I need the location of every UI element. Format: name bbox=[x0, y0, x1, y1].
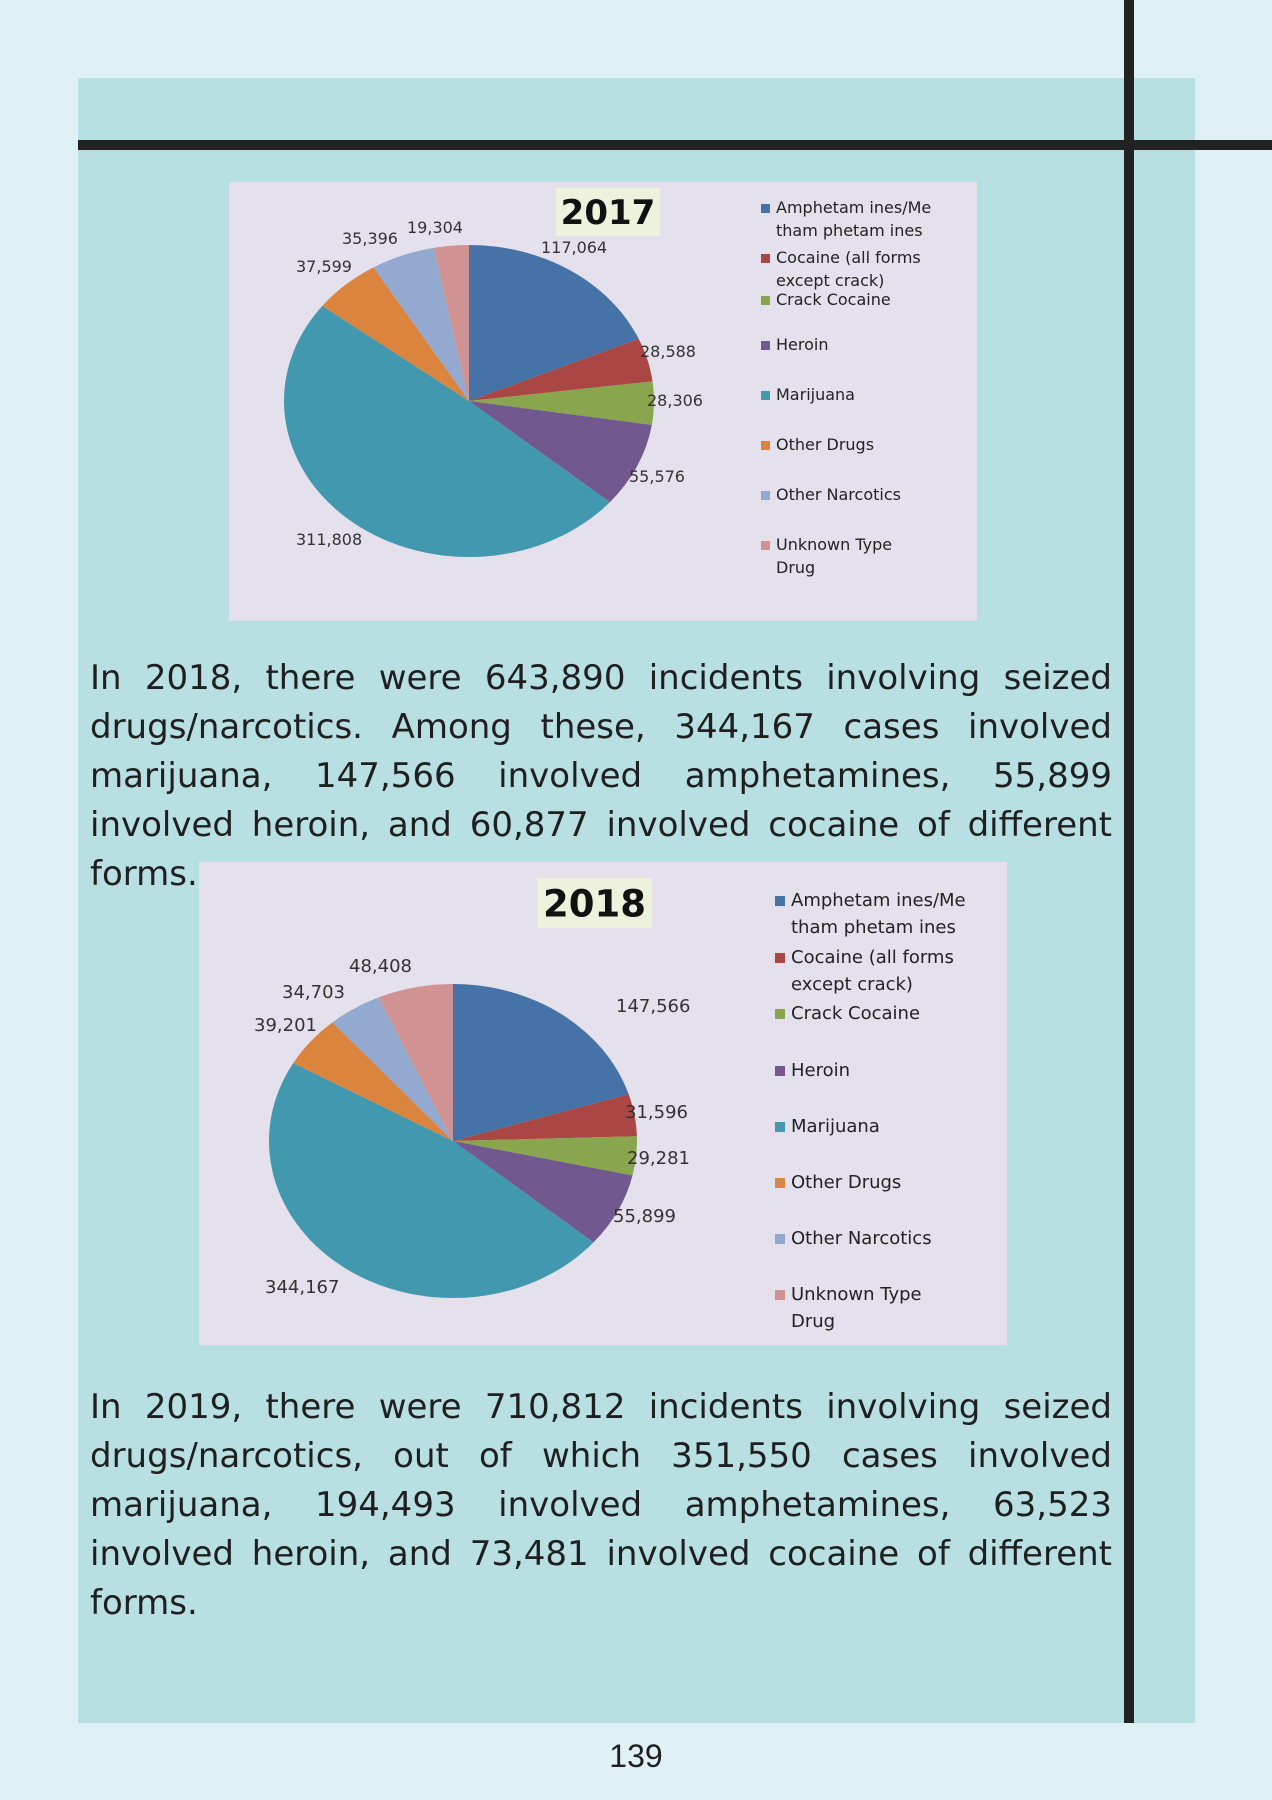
legend-label: Drug bbox=[776, 558, 815, 577]
data-label: 147,566 bbox=[616, 996, 690, 1017]
pie-slice bbox=[373, 247, 469, 401]
pie-slice bbox=[378, 984, 453, 1141]
legend-swatch bbox=[761, 204, 770, 213]
legend-swatch bbox=[761, 391, 770, 400]
legend-swatch bbox=[761, 254, 770, 263]
legend-label: Crack Cocaine bbox=[776, 290, 891, 309]
legend-label: Unknown Type bbox=[776, 535, 892, 554]
pie-slice bbox=[268, 1063, 594, 1299]
legend-swatch bbox=[761, 296, 770, 305]
pie-slice bbox=[293, 1022, 453, 1141]
legend-label: Amphetam ines/Me bbox=[791, 890, 966, 911]
legend-swatch bbox=[775, 1066, 785, 1076]
data-label: 31,596 bbox=[625, 1102, 688, 1123]
legend-label: Marijuana bbox=[791, 1116, 880, 1137]
data-label: 55,576 bbox=[629, 467, 685, 486]
pie-slice bbox=[332, 997, 453, 1141]
legend-label: Heroin bbox=[791, 1060, 850, 1081]
data-label: 19,304 bbox=[407, 218, 463, 237]
pie-slice bbox=[453, 1136, 637, 1176]
data-label: 28,588 bbox=[640, 342, 696, 361]
pie-slice bbox=[322, 267, 469, 401]
legend-swatch bbox=[775, 953, 785, 963]
paragraph-2019: In 2019, there were 710,812 incidents in… bbox=[90, 1387, 1112, 1623]
pie-slice bbox=[469, 245, 639, 401]
legend-label: Cocaine (all forms bbox=[776, 248, 921, 267]
legend-swatch bbox=[775, 1122, 785, 1132]
legend-label: Cocaine (all forms bbox=[791, 947, 954, 968]
chart-title-box bbox=[537, 878, 652, 928]
legend-swatch bbox=[775, 1178, 785, 1188]
pie-slice bbox=[453, 1141, 633, 1243]
legend-label: Marijuana bbox=[776, 385, 855, 404]
chart-title: 2018 bbox=[543, 882, 646, 925]
legend-label: Other Narcotics bbox=[776, 485, 901, 504]
data-label: 39,201 bbox=[254, 1015, 317, 1036]
pie-chart-2017-svg: 2017 117,064 28,588 28,306 55,576 311,808 37,5… bbox=[284, 188, 931, 577]
legend-label: Amphetam ines/Me bbox=[776, 198, 931, 217]
data-label: 34,703 bbox=[282, 982, 345, 1003]
legend-label: Drug bbox=[791, 1311, 835, 1332]
legend-swatch bbox=[761, 341, 770, 350]
data-label: 117,064 bbox=[541, 238, 607, 257]
pie-slice bbox=[469, 401, 652, 503]
data-label: 311,808 bbox=[296, 530, 362, 549]
legend-swatch bbox=[761, 541, 770, 550]
data-label: 37,599 bbox=[296, 257, 352, 276]
data-label: 55,899 bbox=[613, 1206, 676, 1227]
legend-swatch bbox=[775, 1234, 785, 1244]
legend-swatch bbox=[775, 896, 785, 906]
pie-chart-2017: 2017 117,064 28,588 28,306 55,576 311,808 37,5… bbox=[229, 182, 977, 621]
legend-label: except crack) bbox=[791, 974, 913, 995]
pie-slice bbox=[469, 381, 655, 425]
page-number: 139 bbox=[609, 1738, 663, 1774]
legend-label: tham phetam ines bbox=[791, 917, 956, 938]
vertical-rule bbox=[1124, 0, 1134, 1723]
legend-label: Other Narcotics bbox=[791, 1228, 932, 1249]
legend-label: Crack Cocaine bbox=[791, 1003, 920, 1024]
chart-title-box bbox=[556, 188, 660, 236]
legend-label: tham phetam ines bbox=[776, 221, 923, 240]
legend-label: Other Drugs bbox=[791, 1172, 901, 1193]
legend-label: Heroin bbox=[776, 335, 828, 354]
legend-label: except crack) bbox=[776, 271, 884, 290]
data-label: 48,408 bbox=[349, 956, 412, 977]
pie-slice bbox=[453, 984, 629, 1141]
pie-slice bbox=[453, 1094, 637, 1141]
pie-slice bbox=[469, 338, 653, 401]
legend-swatch bbox=[761, 491, 770, 500]
chart-title: 2017 bbox=[561, 193, 656, 233]
paragraph-2018: In 2018, there were 643,890 incidents in… bbox=[90, 658, 1112, 894]
pie-chart-2018: 2018 147,566 31,596 29,281 55,899 344,167 39,2… bbox=[199, 862, 1007, 1345]
pie-chart-2018-svg: 2018 147,566 31,596 29,281 55,899 344,167 39,2… bbox=[254, 878, 966, 1332]
horizontal-rule bbox=[78, 140, 1272, 150]
legend-label: Other Drugs bbox=[776, 435, 874, 454]
data-label: 344,167 bbox=[265, 1277, 339, 1298]
legend-swatch bbox=[775, 1290, 785, 1300]
data-label: 35,396 bbox=[342, 229, 398, 248]
legend-swatch bbox=[761, 441, 770, 450]
legend-swatch bbox=[775, 1009, 785, 1019]
data-label: 28,306 bbox=[647, 391, 703, 410]
pie-slice bbox=[284, 305, 610, 557]
data-label: 29,281 bbox=[627, 1148, 690, 1169]
pie-slice bbox=[433, 245, 469, 401]
legend-label: Unknown Type bbox=[791, 1284, 922, 1305]
